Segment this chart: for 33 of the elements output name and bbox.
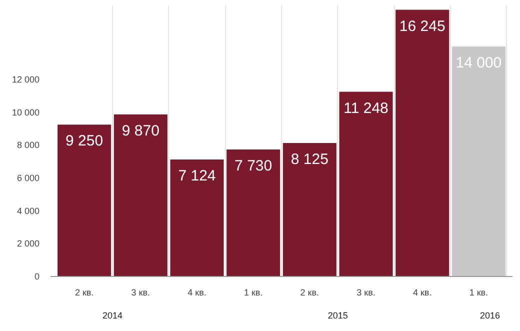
y-tick-label: 12 000 (12, 74, 40, 84)
data-label: 9 250 (66, 132, 104, 150)
bar (339, 92, 393, 276)
x-tick-label: 4 кв. (188, 288, 206, 298)
data-label: 9 870 (122, 122, 160, 140)
x-tick-label: 2 кв. (74, 288, 94, 298)
y-tick-label: 6 000 (16, 172, 40, 183)
bar (282, 143, 336, 276)
data-label: 16 245 (399, 18, 446, 35)
data-label: 11 248 (344, 100, 388, 117)
y-tick-label: 10 000 (12, 107, 40, 118)
text: 2015 (328, 310, 348, 320)
data-label: 8 125 (290, 151, 328, 168)
bar (396, 10, 450, 276)
y-tick-label: 0 (34, 272, 40, 282)
bar (114, 114, 168, 276)
data-label: 7 730 (234, 158, 272, 175)
x-tick-label: 4 кв. (412, 288, 432, 298)
data-label: 7 124 (178, 168, 216, 185)
x-tick-label: 1 кв. (244, 288, 263, 298)
bar (452, 46, 506, 276)
x-tick-label: 3 кв. (356, 288, 376, 298)
x-tick-label: 2 кв. (300, 288, 320, 298)
y-tick-label: 2 000 (16, 238, 40, 249)
bar (170, 159, 224, 276)
bar (58, 124, 112, 276)
text: 2014 (102, 310, 122, 320)
x-tick-label: 1 кв. (469, 288, 488, 298)
text: 2016 (480, 310, 500, 320)
bar (226, 150, 280, 276)
x-tick-label: 3 кв. (131, 288, 150, 298)
y-tick-label: 4 000 (16, 206, 40, 216)
y-tick-label: 8 000 (16, 140, 40, 150)
